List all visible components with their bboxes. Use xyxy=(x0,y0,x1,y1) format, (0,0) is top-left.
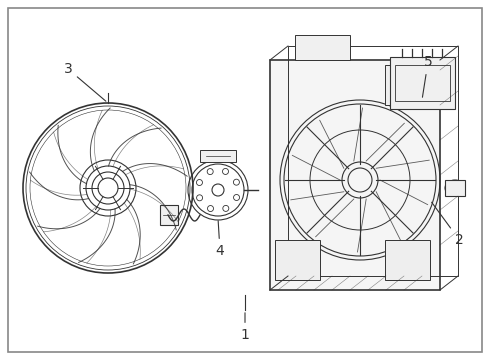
Text: 1: 1 xyxy=(241,313,249,342)
Text: 2: 2 xyxy=(432,202,464,247)
Text: 4: 4 xyxy=(216,221,224,258)
Bar xyxy=(385,65,430,105)
Bar xyxy=(395,65,450,101)
Bar xyxy=(288,46,458,276)
Text: 3: 3 xyxy=(64,62,106,101)
Bar xyxy=(275,240,320,280)
Ellipse shape xyxy=(445,180,465,196)
Bar xyxy=(385,240,430,280)
Bar xyxy=(390,57,455,109)
Bar xyxy=(295,35,350,60)
Text: 5: 5 xyxy=(422,55,432,97)
Bar xyxy=(160,205,178,225)
Bar xyxy=(445,180,465,196)
Bar xyxy=(270,60,440,290)
Bar xyxy=(200,150,236,162)
